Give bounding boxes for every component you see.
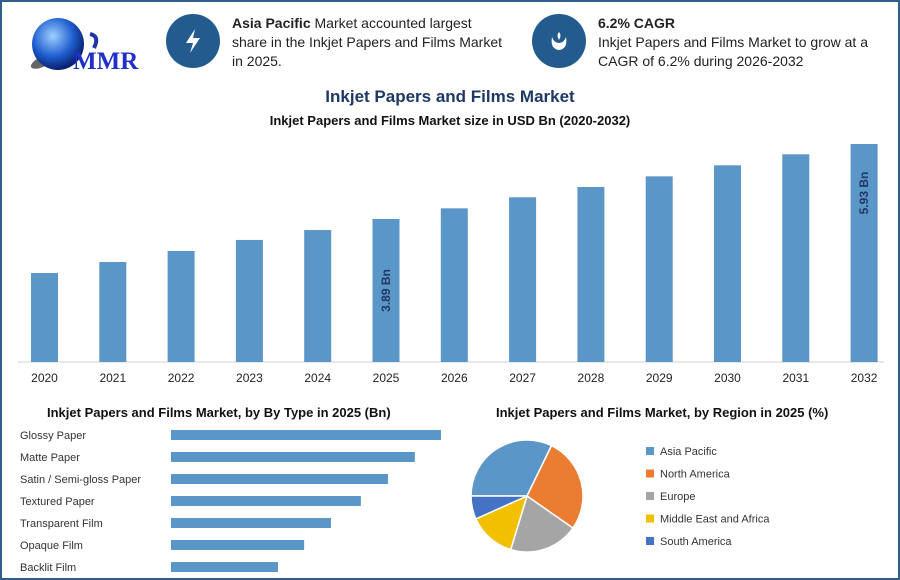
type-bar — [171, 430, 441, 440]
bar-2024 — [304, 230, 332, 362]
pie-slice-asia-pacific — [470, 439, 553, 497]
pie-slice-north-america — [526, 444, 584, 530]
x-tick-label: 2025 — [373, 371, 400, 385]
region-chart-title: Inkjet Papers and Films Market, by Regio… — [496, 405, 829, 420]
type-bar — [171, 474, 389, 484]
legend-label: Asia Pacific — [660, 446, 717, 458]
market-size-bar-chart: 2020 2021 2022 2023 2024 2025 3.89 Bn 2026 2027 2… — [18, 144, 884, 385]
info-highlight: Asia Pacific — [232, 15, 311, 31]
bar-2025 — [372, 218, 400, 362]
legend-swatch — [646, 447, 654, 455]
bar-2027 — [509, 197, 537, 362]
chart-title: Inkjet Papers and Films Market — [325, 87, 575, 106]
type-bar — [171, 562, 278, 572]
bar-2030 — [714, 165, 741, 362]
cagr-text: Inkjet Papers and Films Market to grow a… — [598, 34, 868, 69]
category-label: Backlit Film — [20, 562, 76, 574]
x-tick-label: 2029 — [646, 371, 673, 385]
legend-label: Middle East and Africa — [660, 514, 770, 526]
type-bar-chart: Glossy Paper Matte Paper Satin / Semi-glos… — [20, 430, 441, 574]
logo-text: MMR — [73, 48, 139, 75]
type-bar — [171, 540, 305, 550]
region-pie-chart: Asia Pacific North America Europe Middle Ea… — [470, 439, 770, 553]
category-label: Transparent Film — [20, 518, 103, 530]
type-bar — [171, 496, 361, 506]
x-tick-label: 2022 — [168, 371, 195, 385]
legend-swatch — [646, 492, 654, 500]
category-label: Satin / Semi-gloss Paper — [20, 474, 141, 486]
x-tick-label: 2030 — [714, 371, 741, 385]
pie-slice-south-america — [470, 495, 528, 520]
type-bar — [171, 452, 415, 462]
legend-label: North America — [660, 469, 731, 481]
category-label: Textured Paper — [20, 496, 95, 508]
category-label: Opaque Film — [20, 540, 83, 552]
x-tick-label: 2024 — [304, 371, 331, 385]
growth-hand-icon — [532, 14, 586, 68]
legend-swatch — [646, 469, 654, 478]
x-tick-label: 2028 — [578, 371, 605, 385]
bar-2028 — [577, 187, 605, 362]
legend-label: Europe — [660, 491, 695, 503]
bar-2031 — [782, 154, 810, 362]
legend-swatch — [646, 514, 654, 523]
x-tick-label: 2027 — [509, 371, 536, 385]
bar-2026 — [440, 208, 468, 362]
data-label: 5.93 Bn — [857, 172, 871, 215]
bar-2022 — [167, 250, 195, 362]
x-tick-label: 2023 — [236, 371, 263, 385]
x-tick-label: 2021 — [99, 371, 126, 385]
bar-2032 — [850, 144, 878, 362]
info-asia-pacific: Asia Pacific Market accounted largest sh… — [166, 14, 506, 71]
x-tick-label: 2031 — [782, 371, 809, 385]
chart-subtitle: Inkjet Papers and Films Market size in U… — [269, 113, 631, 128]
globe-logo-icon — [30, 18, 99, 70]
bar-2020 — [31, 273, 58, 362]
bar-2029 — [645, 176, 673, 362]
legend-swatch — [646, 537, 654, 545]
type-bar — [171, 518, 331, 528]
bar-2023 — [235, 239, 263, 362]
x-tick-label: 2020 — [31, 371, 58, 385]
info-cagr: 6.2% CAGR Inkjet Papers and Films Market … — [532, 14, 882, 71]
pie-slice-europe — [509, 494, 574, 553]
legend-label: South America — [660, 536, 732, 548]
category-label: Matte Paper — [20, 452, 80, 464]
info-text: Market accounted largest share in the In… — [232, 15, 503, 69]
data-label: 3.89 Bn — [379, 269, 393, 312]
category-label: Glossy Paper — [20, 430, 86, 442]
mmr-logo: MMR — [28, 14, 138, 78]
bar-2021 — [99, 262, 127, 362]
lightning-icon — [166, 14, 220, 68]
type-chart-title: Inkjet Papers and Films Market, by By Ty… — [47, 405, 391, 420]
x-tick-label: 2032 — [851, 371, 878, 385]
cagr-heading: 6.2% CAGR — [598, 15, 676, 31]
x-tick-label: 2026 — [441, 371, 468, 385]
